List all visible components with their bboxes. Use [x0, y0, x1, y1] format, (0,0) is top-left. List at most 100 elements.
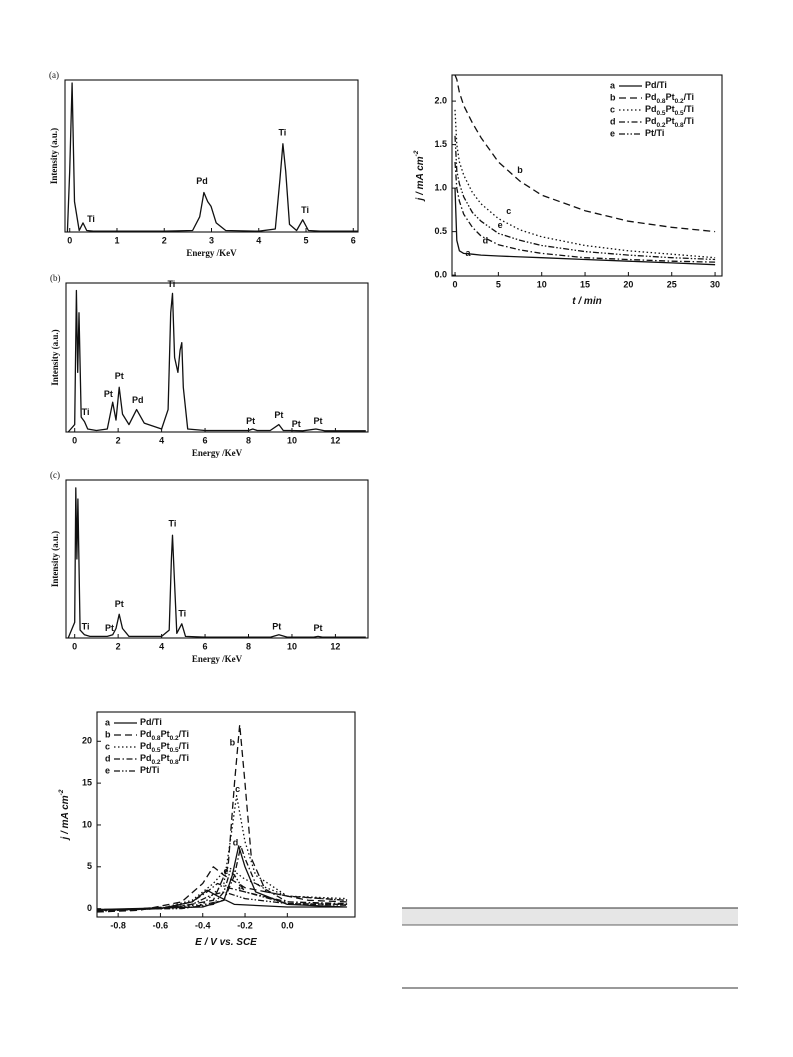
- y-axis-label: Intensity (a.u.): [50, 329, 60, 385]
- x-tick-label: 0.0: [281, 920, 294, 930]
- legend-letter: c: [610, 104, 615, 114]
- x-tick-label: 12: [330, 641, 340, 651]
- peak-label: Pt: [274, 410, 283, 420]
- peak-label: Ti: [167, 279, 175, 289]
- x-tick-label: -0.8: [110, 920, 126, 930]
- x-axis-label: E / V vs. SCE: [195, 937, 257, 948]
- x-tick-label: 12: [330, 435, 340, 445]
- figure-panel: -0.8 -0.6 -0.4 -0.2 0.0 0 5 10 15 20 E / V vs. SCE…: [58, 711, 356, 948]
- x-axis-label: Energy /KeV: [192, 654, 243, 664]
- x-tick-label: 2: [162, 235, 167, 245]
- peak-label: Pt: [104, 389, 113, 399]
- y-axis-label: Intensity (a.u.): [50, 531, 60, 587]
- x-tick-label: 25: [667, 279, 677, 289]
- peak-label: Ti: [169, 519, 177, 529]
- x-tick-label: 20: [623, 279, 633, 289]
- curve-label: a: [466, 248, 472, 258]
- x-tick-label: -0.2: [237, 920, 253, 930]
- figure-panel: (c) 0 2 4 6 8 10 12 Energy /KeV Intensity (a.u.) T…: [50, 470, 369, 664]
- plot-frame: [451, 74, 723, 277]
- curve-label: d: [483, 236, 489, 246]
- x-tick-label: -0.4: [195, 920, 211, 930]
- x-tick-label: 6: [351, 235, 356, 245]
- legend-label: Pd/Ti: [140, 717, 162, 727]
- x-tick-label: 6: [203, 641, 208, 651]
- legend-letter: c: [105, 741, 110, 751]
- peak-label: Ti: [82, 621, 90, 631]
- y-tick-label: 0.0: [434, 270, 447, 280]
- curve-label: b: [230, 737, 236, 747]
- series-line: [454, 74, 716, 233]
- spectrum-line: [67, 487, 366, 639]
- spectrum-line: [67, 289, 366, 433]
- plot-frame: [65, 282, 369, 433]
- x-tick-label: 8: [246, 641, 251, 651]
- legend-label: Pd0.5Pt0.5/Ti: [140, 741, 189, 754]
- peak-label: Pt: [246, 416, 255, 426]
- legend-label: Pd0.2Pt0.8/Ti: [645, 116, 694, 129]
- x-tick-label: 0: [67, 235, 72, 245]
- table-header-band: [402, 908, 738, 925]
- x-tick-label: 30: [710, 279, 720, 289]
- figure-panel: (a) 0 1 2 3 4 5 6 Energy /KeV Intensity (a.u.) Ti P…: [49, 70, 359, 258]
- legend-label: Pt/Ti: [140, 765, 159, 775]
- peak-label: Pt: [292, 419, 301, 429]
- y-tick-label: 1.5: [434, 139, 447, 149]
- legend-letter: a: [610, 80, 616, 90]
- x-tick-label: 0: [453, 279, 458, 289]
- peak-label: Pt: [314, 623, 323, 633]
- series-line: [454, 135, 716, 261]
- x-axis-label: Energy /KeV: [192, 448, 243, 458]
- legend-letter: e: [105, 765, 110, 775]
- x-tick-label: 6: [203, 435, 208, 445]
- series-line: [96, 723, 348, 913]
- peak-label: Pt: [272, 621, 281, 631]
- y-axis-label: j / mA cm-2: [413, 150, 425, 202]
- y-tick-label: 1.0: [434, 182, 447, 192]
- legend-letter: a: [105, 717, 111, 727]
- x-tick-label: 5: [496, 279, 501, 289]
- x-tick-label: 8: [246, 435, 251, 445]
- peak-label: Ti: [178, 609, 186, 619]
- empty-table: [402, 907, 738, 989]
- x-tick-label: 10: [287, 435, 297, 445]
- peak-label: Ti: [82, 407, 90, 417]
- series-line: [96, 845, 348, 912]
- legend-letter: b: [610, 92, 616, 102]
- spectrum-line: [66, 82, 358, 233]
- peak-label: Pt: [105, 623, 114, 633]
- x-tick-label: 10: [537, 279, 547, 289]
- peak-label: Pd: [132, 395, 144, 405]
- panel-label: (b): [50, 273, 61, 283]
- x-tick-label: 1: [114, 235, 119, 245]
- x-tick-label: 2: [116, 435, 121, 445]
- curve-label: c: [506, 206, 511, 216]
- y-axis-label: Intensity (a.u.): [49, 128, 59, 184]
- x-tick-label: 3: [209, 235, 214, 245]
- peak-label: Ti: [301, 205, 309, 215]
- legend-label: Pd0.8Pt0.2/Ti: [140, 729, 189, 742]
- x-tick-label: 4: [159, 435, 164, 445]
- y-axis-label: j / mA cm-2: [58, 789, 70, 841]
- curve-label: e: [223, 866, 228, 876]
- series-line: [96, 870, 348, 911]
- legend-label: Pd/Ti: [645, 80, 667, 90]
- y-tick-label: 10: [82, 819, 92, 829]
- plot-frame: [65, 479, 369, 639]
- legend-letter: d: [105, 753, 111, 763]
- curve-label: c: [235, 784, 240, 794]
- legend-label: Pd0.5Pt0.5/Ti: [645, 104, 694, 117]
- legend-label: Pd0.8Pt0.2/Ti: [645, 92, 694, 105]
- peak-label: Pt: [115, 371, 124, 381]
- peak-label: Ti: [87, 214, 95, 224]
- x-tick-label: -0.6: [153, 920, 169, 930]
- series-line: [454, 188, 716, 266]
- legend-label: Pd0.2Pt0.8/Ti: [140, 753, 189, 766]
- legend-letter: b: [105, 729, 111, 739]
- panel-label: (c): [50, 470, 60, 480]
- curve-label: e: [498, 220, 503, 230]
- x-tick-label: 4: [256, 235, 261, 245]
- peak-label: Pt: [115, 599, 124, 609]
- x-tick-label: 0: [72, 435, 77, 445]
